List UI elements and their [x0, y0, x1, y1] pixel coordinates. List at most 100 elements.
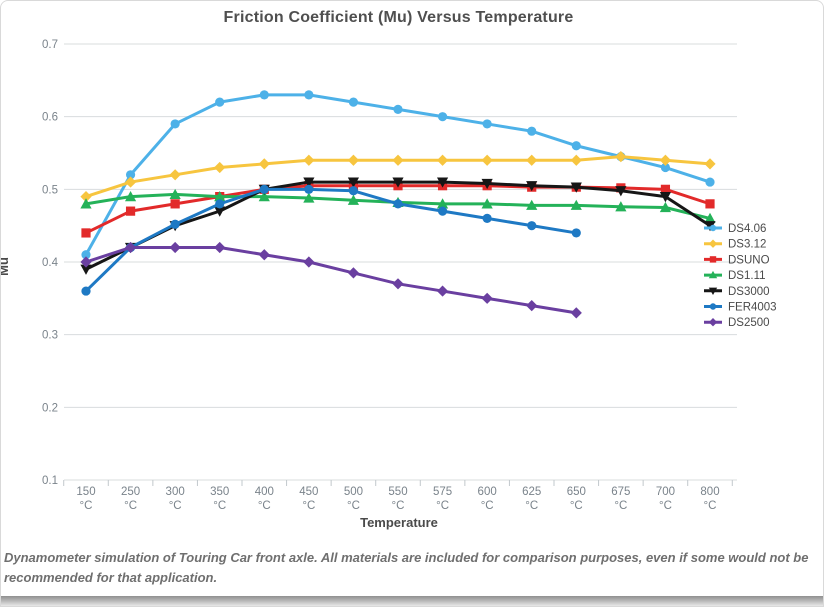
data-point-marker [708, 239, 718, 248]
data-point-marker [436, 285, 449, 297]
data-point-marker [214, 161, 226, 174]
data-point-marker [170, 199, 180, 209]
legend-item-DS2500[interactable]: DS2500 [704, 317, 770, 329]
legend-label: DS1.11 [728, 270, 766, 282]
data-point-marker [259, 184, 269, 194]
series-DS3.12 [80, 151, 716, 203]
x-tick-label: 800 °C [700, 486, 719, 512]
x-tick-label: 250 °C [121, 486, 140, 512]
x-axis-title: Temperature [360, 515, 438, 530]
data-point-marker [348, 97, 359, 107]
legend-label: DS3.12 [728, 239, 766, 251]
data-point-marker [527, 126, 537, 136]
data-point-marker [437, 112, 448, 122]
data-point-marker [527, 221, 537, 231]
data-point-marker [303, 192, 315, 203]
data-point-marker [125, 170, 136, 180]
x-tick-label: 675 °C [611, 486, 630, 512]
x-tick-label: 600 °C [478, 486, 497, 512]
legend-label: DS4.06 [728, 223, 766, 235]
data-point-marker [124, 241, 137, 254]
data-point-marker [481, 292, 493, 304]
data-point-marker [80, 264, 92, 275]
data-point-marker [571, 141, 581, 151]
data-point-marker [615, 186, 627, 197]
data-point-marker [659, 201, 672, 213]
legend-item-DS3.12[interactable]: DS3.12 [704, 239, 766, 251]
data-point-marker [570, 307, 582, 319]
x-tick-label: 550 °C [388, 486, 407, 512]
legend-label: DS3000 [728, 286, 770, 298]
data-point-marker [570, 182, 582, 193]
data-point-marker [304, 90, 314, 100]
data-point-marker [392, 177, 404, 188]
data-point-marker [526, 300, 538, 312]
bottom-divider-bar [1, 596, 823, 606]
data-point-marker [709, 303, 717, 310]
data-point-marker [709, 224, 717, 232]
footer-note: Dynamometer simulation of Touring Car fr… [4, 550, 809, 586]
data-point-marker [437, 206, 448, 216]
data-point-marker [571, 228, 581, 238]
data-point-marker [705, 199, 715, 209]
data-point-marker [705, 177, 715, 187]
data-point-marker [169, 241, 181, 254]
y-tick-label: 0.6 [42, 112, 58, 124]
series-line [84, 187, 578, 293]
x-tick-label: 625 °C [522, 486, 541, 512]
data-point-marker [124, 176, 137, 188]
legend-item-DSUNO[interactable]: DSUNO [704, 254, 770, 266]
data-point-marker [258, 158, 270, 170]
data-point-marker [81, 286, 91, 296]
data-point-marker [708, 318, 718, 327]
data-point-marker [481, 198, 493, 209]
data-point-marker [215, 199, 225, 209]
data-point-marker [708, 270, 718, 279]
legend-item-FER4003[interactable]: FER4003 [704, 302, 777, 314]
data-point-marker [347, 267, 360, 279]
data-point-marker [303, 154, 315, 166]
x-tick-label: 350 °C [210, 486, 229, 512]
data-point-marker [659, 154, 672, 166]
y-tick-label: 0.5 [42, 184, 58, 196]
x-tick-label: 575 °C [433, 486, 452, 512]
legend-label: FER4003 [728, 302, 777, 314]
y-tick-label: 0.4 [42, 257, 59, 269]
data-point-marker [660, 184, 671, 194]
x-tick-label: 500 °C [344, 486, 363, 512]
data-point-marker [660, 162, 671, 173]
data-point-marker [347, 177, 360, 188]
data-point-marker [214, 191, 226, 202]
data-point-marker [258, 191, 270, 202]
data-point-marker [81, 228, 91, 238]
legend-item-DS3000[interactable]: DS3000 [704, 286, 770, 298]
x-tick-label: 150 °C [76, 486, 95, 512]
legend-label: DS2500 [728, 317, 770, 329]
data-point-marker [80, 198, 92, 209]
chart-canvas: 0.7 0.6 0.5 0.4 0.3 0.2 0.1 150 °C 250 °C 300 °C 350 °… [42, 39, 777, 512]
data-point-marker [526, 199, 538, 210]
x-tick-label: 400 °C [255, 486, 274, 512]
data-point-marker [348, 186, 359, 196]
data-point-marker [347, 194, 360, 205]
data-point-marker [709, 256, 717, 263]
data-point-marker [258, 249, 270, 261]
data-point-marker [615, 201, 627, 212]
legend-item-DS1.11[interactable]: DS1.11 [704, 270, 766, 282]
data-point-marker [436, 154, 449, 166]
data-point-marker [393, 104, 403, 114]
data-point-marker [125, 206, 136, 216]
data-point-marker [708, 287, 718, 295]
data-point-marker [615, 151, 627, 163]
data-point-marker [570, 199, 582, 210]
data-point-marker [526, 181, 538, 192]
data-point-marker [347, 154, 360, 166]
y-tick-label: 0.7 [42, 39, 58, 51]
x-tick-label: 300 °C [166, 486, 185, 512]
data-point-marker [303, 256, 315, 268]
series-line [84, 245, 578, 315]
legend-item-DS4.06[interactable]: DS4.06 [704, 223, 766, 235]
data-point-marker [169, 169, 181, 181]
x-tick-label: 700 °C [656, 486, 675, 512]
data-point-marker [704, 212, 716, 223]
